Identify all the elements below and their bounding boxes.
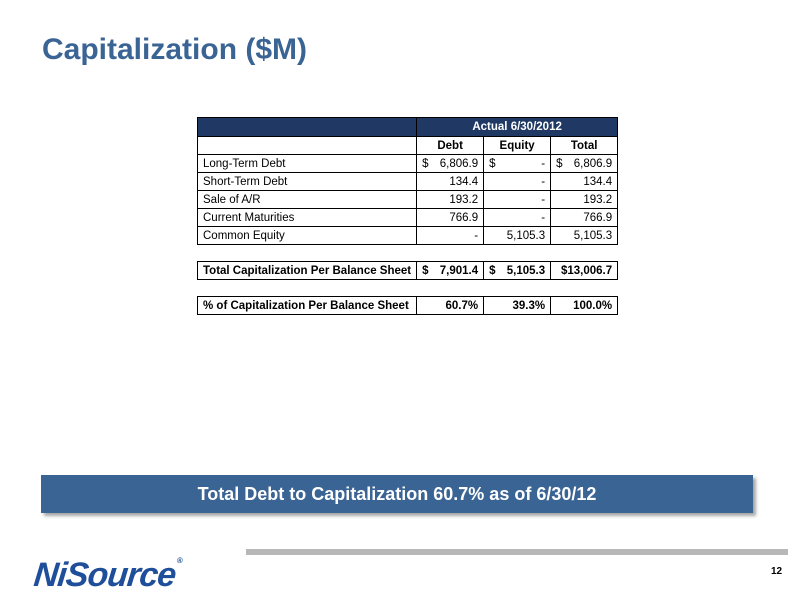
row-label: Total Capitalization Per Balance Sheet — [196, 261, 418, 280]
cell-total: 100.0% — [550, 296, 619, 315]
table-spacer — [198, 245, 618, 262]
percent-row: % of Capitalization Per Balance Sheet 60… — [196, 296, 619, 315]
header-blank-cell — [196, 136, 418, 155]
table-banner-row: Actual 6/30/2012 — [196, 117, 619, 137]
currency-sign: $ — [556, 157, 563, 170]
cell-equity: - — [483, 208, 552, 227]
cell-debt: $7,901.4 — [416, 261, 485, 280]
table-spacer — [198, 280, 618, 297]
total-row: Total Capitalization Per Balance Sheet $… — [196, 261, 619, 280]
currency-sign: $ — [489, 264, 496, 277]
row-label: Common Equity — [196, 226, 418, 245]
table-row: Short-Term Debt 134.4 - 134.4 — [196, 172, 619, 191]
row-label: % of Capitalization Per Balance Sheet — [196, 296, 418, 315]
table-row: Current Maturities 766.9 - 766.9 — [196, 208, 619, 227]
cell-debt: 134.4 — [416, 172, 485, 191]
cell-total: 193.2 — [550, 190, 619, 209]
footer-divider — [246, 549, 788, 555]
cell-debt: - — [416, 226, 485, 245]
cell-debt: $6,806.9 — [416, 154, 485, 173]
currency-sign: $ — [422, 264, 429, 277]
cell-total: $13,006.7 — [550, 261, 619, 280]
cell-total: $6,806.9 — [550, 154, 619, 173]
row-label: Long-Term Debt — [196, 154, 418, 173]
cell-debt: 60.7% — [416, 296, 485, 315]
banner-blank-cell — [196, 117, 418, 137]
cell-equity: $ - — [483, 154, 552, 173]
table-row: Sale of A/R 193.2 - 193.2 — [196, 190, 619, 209]
cell-equity: 39.3% — [483, 296, 552, 315]
cell-equity: 5,105.3 — [483, 226, 552, 245]
page-number: 12 — [771, 566, 783, 577]
cell-value: - — [541, 157, 546, 170]
cell-total: 766.9 — [550, 208, 619, 227]
cell-debt: 766.9 — [416, 208, 485, 227]
column-header-equity: Equity — [483, 136, 552, 155]
row-label: Current Maturities — [196, 208, 418, 227]
column-header-debt: Debt — [416, 136, 485, 155]
page-title: Capitalization ($M) — [42, 33, 308, 66]
table-row: Common Equity - 5,105.3 5,105.3 — [196, 226, 619, 245]
cell-total: 134.4 — [550, 172, 619, 191]
company-logo: NiSource® — [32, 556, 182, 595]
capitalization-table: Actual 6/30/2012 Debt Equity Total Long-… — [196, 117, 619, 315]
cell-value: 5,105.3 — [506, 264, 546, 277]
callout-text: Total Debt to Capitalization 60.7% as of… — [197, 483, 597, 504]
cell-value: 6,806.9 — [573, 157, 613, 170]
table-header-row: Debt Equity Total — [196, 136, 619, 155]
table-banner: Actual 6/30/2012 — [416, 117, 619, 137]
registered-mark: ® — [176, 556, 183, 565]
column-header-total: Total — [550, 136, 619, 155]
cell-equity: - — [483, 190, 552, 209]
logo-text: NiSource — [32, 556, 178, 594]
cell-equity: - — [483, 172, 552, 191]
currency-sign: $ — [489, 157, 496, 170]
row-label: Sale of A/R — [196, 190, 418, 209]
cell-value: 6,806.9 — [439, 157, 479, 170]
cell-equity: $5,105.3 — [483, 261, 552, 280]
row-label: Short-Term Debt — [196, 172, 418, 191]
cell-value: 7,901.4 — [439, 264, 479, 277]
cell-debt: 193.2 — [416, 190, 485, 209]
currency-sign: $ — [422, 157, 429, 170]
table-row: Long-Term Debt $6,806.9 $ - $6,806.9 — [196, 154, 619, 173]
summary-callout: Total Debt to Capitalization 60.7% as of… — [41, 475, 753, 513]
cell-total: 5,105.3 — [550, 226, 619, 245]
